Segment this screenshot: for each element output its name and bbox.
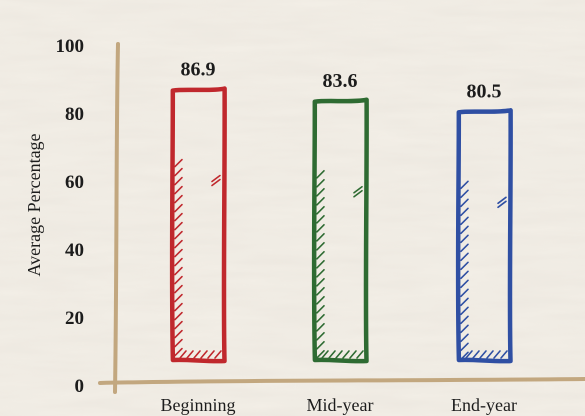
bar-beginning [169,86,227,364]
axes [98,42,585,394]
y-tick-label: 20 [65,308,84,329]
data-label: 80.5 [467,80,502,102]
y-axis-title: Average Percentage [24,133,44,276]
bar-mid-year [311,97,369,364]
x-axis-ticks: Beginning Mid-year End-year [161,395,517,415]
bar-hatching [316,169,364,359]
x-tick-label: End-year [451,395,517,415]
bars [169,86,513,364]
x-tick-label: Beginning [161,395,236,415]
y-tick-label: 100 [56,36,85,57]
y-axis-line [113,42,120,394]
data-labels: 86.9 83.6 80.5 [181,59,502,103]
x-axis-line [98,377,585,385]
bar-outline [311,97,369,364]
y-tick-label: 80 [65,104,84,125]
y-tick-label: 60 [65,172,84,193]
x-tick-label: Mid-year [307,395,374,415]
bar-outline [455,108,513,364]
data-label: 83.6 [323,70,358,92]
bar-outline [169,86,227,364]
bar-hatching [460,180,508,361]
bar-hatching [174,158,222,359]
y-axis-ticks: 0 20 40 60 80 100 [56,36,85,397]
y-tick-label: 40 [65,240,84,261]
data-label: 86.9 [181,59,216,81]
y-tick-label: 0 [75,376,85,397]
bar-end-year [455,108,513,364]
